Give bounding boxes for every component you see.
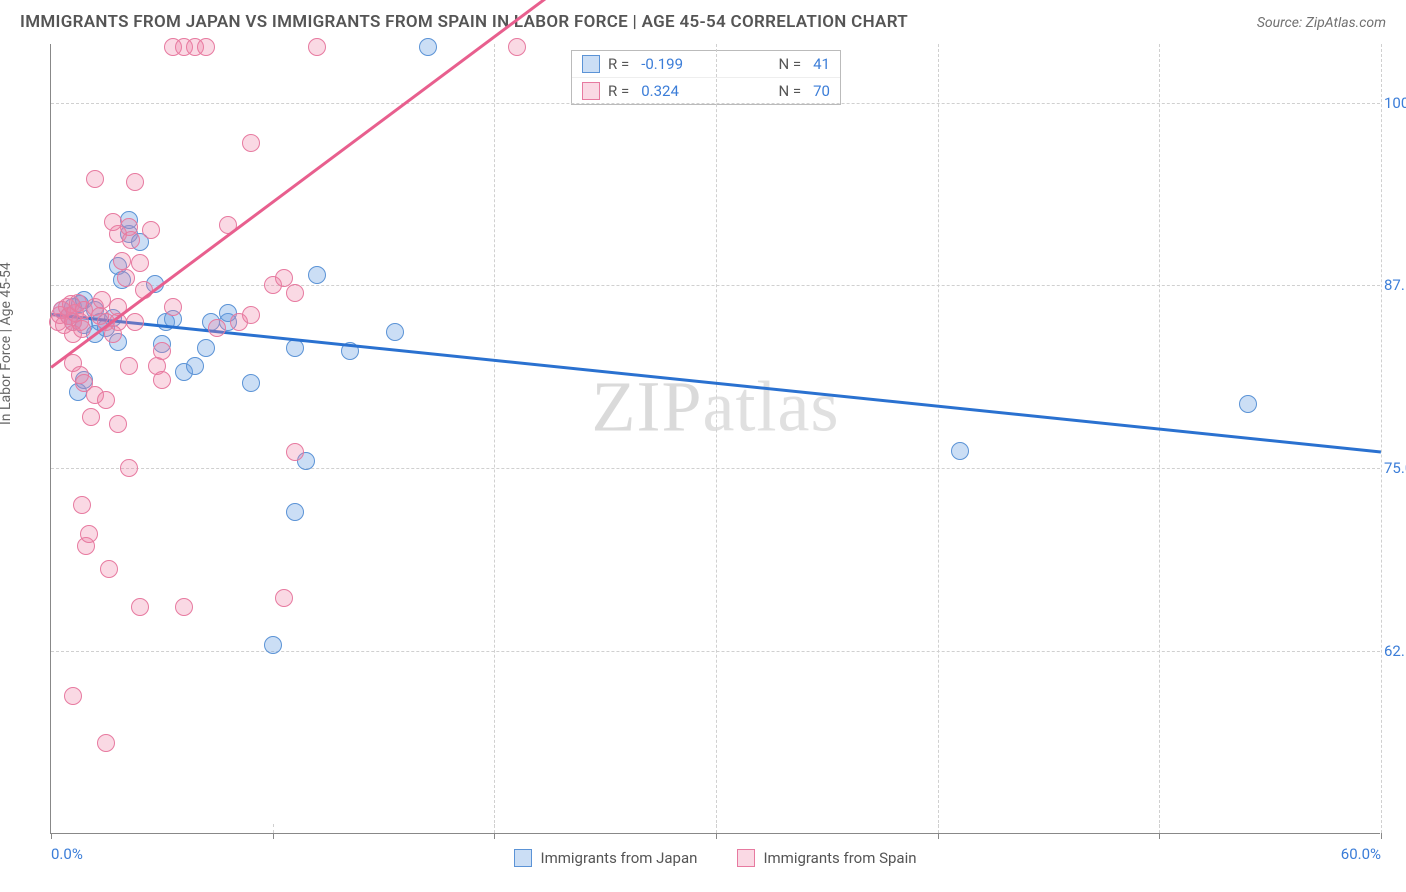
x-tick-label: 0.0% bbox=[51, 845, 83, 863]
data-point bbox=[64, 687, 82, 705]
x-tick-mark bbox=[1159, 833, 1160, 839]
data-point bbox=[242, 134, 260, 152]
data-point bbox=[97, 391, 115, 409]
plot-area: ZIPatlas R =-0.199N =41R =0.324N =70 Imm… bbox=[50, 44, 1380, 834]
data-point bbox=[86, 170, 104, 188]
legend: Immigrants from Japan Immigrants from Spa… bbox=[51, 849, 1380, 867]
data-point bbox=[508, 38, 526, 56]
data-point bbox=[264, 636, 282, 654]
data-point bbox=[113, 252, 131, 270]
data-point bbox=[286, 443, 304, 461]
x-tick-mark bbox=[716, 833, 717, 839]
legend-label: Immigrants from Spain bbox=[763, 849, 916, 867]
data-point bbox=[120, 357, 138, 375]
stats-row: R = -0.199 N = 41 bbox=[572, 51, 840, 77]
data-point bbox=[131, 598, 149, 616]
data-point bbox=[82, 408, 100, 426]
y-tick-label: 75.0% bbox=[1384, 459, 1406, 477]
data-point bbox=[186, 357, 204, 375]
data-point bbox=[286, 339, 304, 357]
x-tick-mark bbox=[51, 833, 52, 839]
data-point bbox=[73, 320, 91, 338]
r-value: -0.199 bbox=[641, 55, 683, 73]
n-label: N = bbox=[778, 82, 801, 100]
legend-label: Immigrants from Japan bbox=[540, 849, 697, 867]
x-tick-mark bbox=[273, 833, 274, 839]
data-point bbox=[153, 371, 171, 389]
legend-item: Immigrants from Spain bbox=[737, 849, 916, 867]
x-tick-mark bbox=[1381, 833, 1382, 839]
legend-item: Immigrants from Japan bbox=[514, 849, 697, 867]
data-point bbox=[286, 503, 304, 521]
n-label: N = bbox=[778, 55, 801, 73]
data-point bbox=[80, 525, 98, 543]
data-point bbox=[100, 560, 118, 578]
n-value: 70 bbox=[813, 82, 830, 100]
data-point bbox=[142, 221, 160, 239]
data-point bbox=[120, 459, 138, 477]
data-point bbox=[117, 269, 135, 287]
data-point bbox=[197, 38, 215, 56]
source-attribution: Source: ZipAtlas.com bbox=[1257, 15, 1386, 31]
watermark-thin: atlas bbox=[703, 366, 840, 446]
data-point bbox=[242, 374, 260, 392]
data-point bbox=[1239, 395, 1257, 413]
data-point bbox=[97, 734, 115, 752]
data-point bbox=[275, 589, 293, 607]
r-label: R = bbox=[608, 55, 629, 73]
x-tick-mark bbox=[494, 833, 495, 839]
header: IMMIGRANTS FROM JAPAN VS IMMIGRANTS FROM… bbox=[0, 0, 1406, 40]
data-point bbox=[104, 213, 122, 231]
gridline-v bbox=[273, 824, 274, 833]
n-value: 41 bbox=[813, 55, 830, 73]
data-point bbox=[126, 313, 144, 331]
data-point bbox=[242, 306, 260, 324]
gridline-v bbox=[494, 44, 495, 833]
data-point bbox=[153, 342, 171, 360]
data-point bbox=[308, 266, 326, 284]
chart-container: In Labor Force | Age 45-54 ZIPatlas R =-… bbox=[14, 44, 1394, 890]
data-point bbox=[73, 496, 91, 514]
data-point bbox=[131, 254, 149, 272]
y-tick-label: 87.5% bbox=[1384, 276, 1406, 294]
y-axis-label: In Labor Force | Age 45-54 bbox=[0, 262, 14, 425]
stats-box: R = -0.199 N = 41 R = 0.324 N = 70 bbox=[571, 50, 841, 105]
x-tick-mark bbox=[938, 833, 939, 839]
gridline-v bbox=[1159, 44, 1160, 833]
data-point bbox=[197, 339, 215, 357]
y-tick-label: 100.0% bbox=[1384, 94, 1406, 112]
data-point bbox=[308, 38, 326, 56]
data-point bbox=[109, 415, 127, 433]
gridline-v bbox=[1381, 44, 1382, 833]
data-point bbox=[208, 319, 226, 337]
data-point bbox=[951, 442, 969, 460]
data-point bbox=[164, 298, 182, 316]
gridline-v bbox=[716, 44, 717, 833]
data-point bbox=[126, 173, 144, 191]
legend-swatch bbox=[737, 849, 755, 867]
series-swatch bbox=[582, 82, 600, 100]
gridline-v bbox=[938, 44, 939, 833]
r-label: R = bbox=[608, 82, 629, 100]
chart-title: IMMIGRANTS FROM JAPAN VS IMMIGRANTS FROM… bbox=[20, 12, 908, 32]
x-tick-label: 60.0% bbox=[1341, 845, 1381, 863]
series-swatch bbox=[582, 55, 600, 73]
data-point bbox=[386, 323, 404, 341]
legend-swatch bbox=[514, 849, 532, 867]
data-point bbox=[175, 598, 193, 616]
y-tick-label: 62.5% bbox=[1384, 642, 1406, 660]
data-point bbox=[286, 284, 304, 302]
data-point bbox=[419, 38, 437, 56]
data-point bbox=[122, 231, 140, 249]
r-value: 0.324 bbox=[641, 82, 679, 100]
stats-row: R = 0.324 N = 70 bbox=[572, 77, 840, 104]
